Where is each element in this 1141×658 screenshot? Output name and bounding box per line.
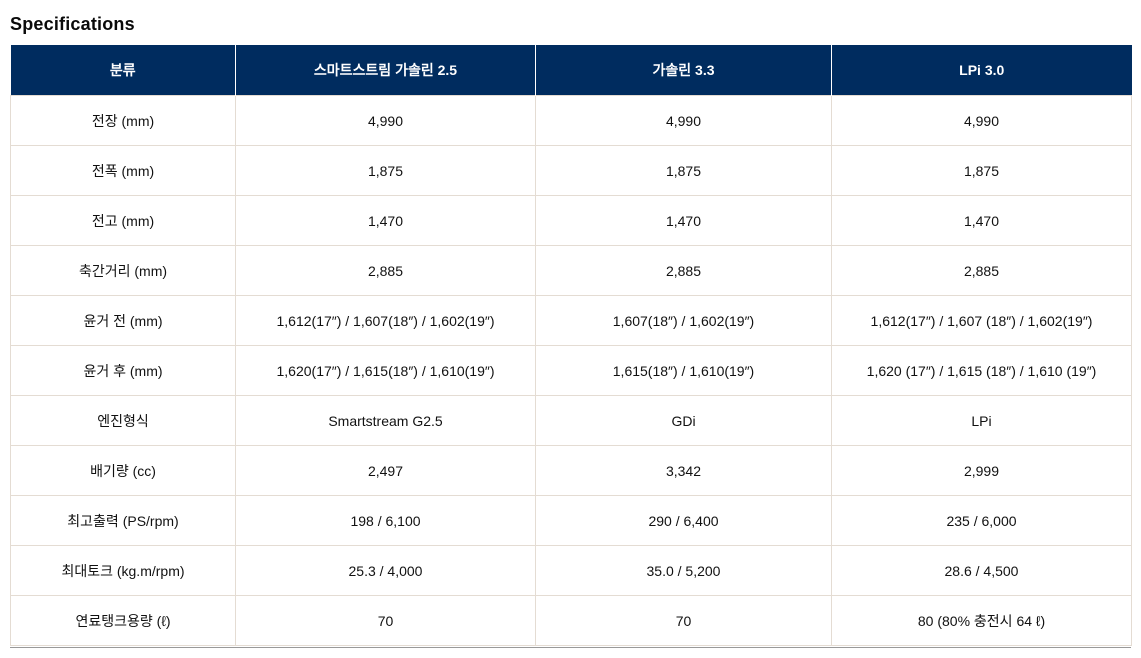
spec-cell: 1,612(17″) / 1,607(18″) / 1,602(19″) xyxy=(235,295,536,346)
row-label: 배기량 (cc) xyxy=(10,445,236,496)
spec-cell: 1,470 xyxy=(831,195,1132,246)
row-label: 최대토크 (kg.m/rpm) xyxy=(10,545,236,596)
spec-cell: 4,990 xyxy=(831,95,1132,146)
column-header-category: 분류 xyxy=(10,45,236,96)
specifications-table: 분류 스마트스트림 가솔린 2.5 가솔린 3.3 LPi 3.0 전장 (mm… xyxy=(10,45,1132,646)
row-label: 연료탱크용량 (ℓ) xyxy=(10,595,236,646)
table-row: 윤거 전 (mm) 1,612(17″) / 1,607(18″) / 1,60… xyxy=(10,295,1132,346)
spec-cell: 4,990 xyxy=(235,95,536,146)
spec-cell: 1,620(17″) / 1,615(18″) / 1,610(19″) xyxy=(235,345,536,396)
page-title: Specifications xyxy=(10,14,135,34)
row-label: 전폭 (mm) xyxy=(10,145,236,196)
spec-cell: LPi xyxy=(831,395,1132,446)
table-row: 연료탱크용량 (ℓ) 70 70 80 (80% 충전시 64 ℓ) xyxy=(10,595,1132,646)
spec-cell: 1,875 xyxy=(535,145,832,196)
table-row: 윤거 후 (mm) 1,620(17″) / 1,615(18″) / 1,61… xyxy=(10,345,1132,396)
spec-cell: 1,620 (17″) / 1,615 (18″) / 1,610 (19″) xyxy=(831,345,1132,396)
table-row: 축간거리 (mm) 2,885 2,885 2,885 xyxy=(10,245,1132,296)
row-label: 윤거 전 (mm) xyxy=(10,295,236,346)
table-row: 엔진형식 Smartstream G2.5 GDi LPi xyxy=(10,395,1132,446)
spec-cell: 35.0 / 5,200 xyxy=(535,545,832,596)
row-label: 축간거리 (mm) xyxy=(10,245,236,296)
specifications-table-wrapper: 분류 스마트스트림 가솔린 2.5 가솔린 3.3 LPi 3.0 전장 (mm… xyxy=(10,45,1132,648)
spec-cell: 1,612(17″) / 1,607 (18″) / 1,602(19″) xyxy=(831,295,1132,346)
row-label: 전장 (mm) xyxy=(10,95,236,146)
spec-cell: 2,885 xyxy=(235,245,536,296)
spec-cell: 235 / 6,000 xyxy=(831,495,1132,546)
column-header-smartstream-2-5: 스마트스트림 가솔린 2.5 xyxy=(235,45,536,96)
spec-cell: Smartstream G2.5 xyxy=(235,395,536,446)
spec-cell: 2,885 xyxy=(831,245,1132,296)
spec-cell: 2,885 xyxy=(535,245,832,296)
table-row: 전고 (mm) 1,470 1,470 1,470 xyxy=(10,195,1132,246)
row-label: 전고 (mm) xyxy=(10,195,236,246)
row-label: 최고출력 (PS/rpm) xyxy=(10,495,236,546)
spec-cell: 1,875 xyxy=(831,145,1132,196)
spec-cell: 1,875 xyxy=(235,145,536,196)
table-row: 전폭 (mm) 1,875 1,875 1,875 xyxy=(10,145,1132,196)
spec-cell: 70 xyxy=(235,595,536,646)
spec-cell: 25.3 / 4,000 xyxy=(235,545,536,596)
table-row: 최고출력 (PS/rpm) 198 / 6,100 290 / 6,400 23… xyxy=(10,495,1132,546)
spec-cell: 4,990 xyxy=(535,95,832,146)
spec-cell: 70 xyxy=(535,595,832,646)
spec-cell: 1,470 xyxy=(235,195,536,246)
spec-cell: 80 (80% 충전시 64 ℓ) xyxy=(831,595,1132,646)
table-row: 배기량 (cc) 2,497 3,342 2,999 xyxy=(10,445,1132,496)
spec-cell: 28.6 / 4,500 xyxy=(831,545,1132,596)
spec-cell: 3,342 xyxy=(535,445,832,496)
spec-cell: 290 / 6,400 xyxy=(535,495,832,546)
spec-cell: GDi xyxy=(535,395,832,446)
row-label: 엔진형식 xyxy=(10,395,236,446)
table-header-row: 분류 스마트스트림 가솔린 2.5 가솔린 3.3 LPi 3.0 xyxy=(10,45,1132,96)
spec-cell: 2,999 xyxy=(831,445,1132,496)
spec-cell: 1,607(18″) / 1,602(19″) xyxy=(535,295,832,346)
spec-cell: 1,470 xyxy=(535,195,832,246)
spec-cell: 198 / 6,100 xyxy=(235,495,536,546)
column-header-lpi-3-0: LPi 3.0 xyxy=(831,45,1132,96)
spec-cell: 2,497 xyxy=(235,445,536,496)
row-label: 윤거 후 (mm) xyxy=(10,345,236,396)
table-row: 전장 (mm) 4,990 4,990 4,990 xyxy=(10,95,1132,146)
column-header-gasoline-3-3: 가솔린 3.3 xyxy=(535,45,832,96)
spec-cell: 1,615(18″) / 1,610(19″) xyxy=(535,345,832,396)
table-row: 최대토크 (kg.m/rpm) 25.3 / 4,000 35.0 / 5,20… xyxy=(10,545,1132,596)
